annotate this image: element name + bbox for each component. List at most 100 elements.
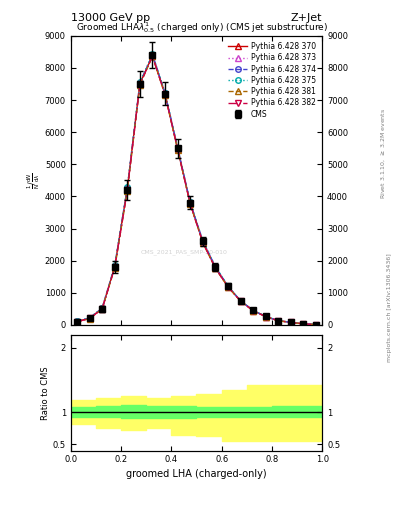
Pythia 6.428 373 — [87, 315, 92, 322]
Pythia 6.428 381 — [188, 201, 193, 207]
Pythia 6.428 374 — [112, 263, 117, 269]
Pythia 6.428 382 — [138, 81, 142, 88]
Pythia 6.428 381 — [213, 265, 218, 271]
Pythia 6.428 373 — [276, 317, 281, 324]
Pythia 6.428 382 — [150, 53, 155, 59]
Line: Pythia 6.428 373: Pythia 6.428 373 — [74, 53, 319, 327]
Pythia 6.428 370 — [200, 239, 205, 245]
Pythia 6.428 370 — [314, 322, 318, 328]
Pythia 6.428 381 — [112, 265, 117, 271]
Pythia 6.428 382 — [301, 321, 306, 327]
Pythia 6.428 382 — [314, 322, 318, 328]
Pythia 6.428 381 — [200, 240, 205, 246]
Pythia 6.428 373 — [301, 321, 306, 327]
Pythia 6.428 382 — [238, 298, 243, 304]
Pythia 6.428 375 — [301, 321, 306, 327]
Pythia 6.428 375 — [150, 51, 155, 57]
Pythia 6.428 375 — [188, 199, 193, 205]
Pythia 6.428 381 — [75, 319, 79, 325]
Text: 13000 GeV pp: 13000 GeV pp — [71, 13, 150, 23]
Pythia 6.428 381 — [163, 92, 167, 98]
Line: Pythia 6.428 375: Pythia 6.428 375 — [74, 51, 319, 327]
Line: Pythia 6.428 374: Pythia 6.428 374 — [74, 52, 319, 327]
Pythia 6.428 382 — [263, 313, 268, 319]
Pythia 6.428 382 — [213, 265, 218, 271]
Pythia 6.428 370 — [138, 80, 142, 87]
Pythia 6.428 375 — [314, 322, 318, 328]
Pythia 6.428 375 — [200, 238, 205, 244]
Pythia 6.428 382 — [87, 315, 92, 322]
Pythia 6.428 375 — [87, 315, 92, 321]
Pythia 6.428 375 — [100, 305, 105, 311]
Pythia 6.428 373 — [138, 80, 142, 87]
Pythia 6.428 370 — [87, 315, 92, 321]
Pythia 6.428 381 — [263, 313, 268, 319]
Pythia 6.428 373 — [314, 322, 318, 328]
Pythia 6.428 373 — [200, 239, 205, 245]
Pythia 6.428 373 — [163, 91, 167, 97]
Pythia 6.428 381 — [87, 315, 92, 322]
Pythia 6.428 381 — [175, 146, 180, 153]
Pythia 6.428 375 — [288, 319, 293, 325]
Pythia 6.428 375 — [276, 317, 281, 324]
Pythia 6.428 382 — [188, 201, 193, 207]
Pythia 6.428 374 — [213, 264, 218, 270]
Pythia 6.428 373 — [100, 306, 105, 312]
Pythia 6.428 374 — [87, 315, 92, 321]
Pythia 6.428 375 — [75, 318, 79, 325]
Text: Z+Jet: Z+Jet — [291, 13, 322, 23]
Pythia 6.428 375 — [238, 297, 243, 304]
Pythia 6.428 382 — [200, 239, 205, 245]
Pythia 6.428 370 — [263, 313, 268, 319]
Pythia 6.428 381 — [150, 53, 155, 59]
Y-axis label: Ratio to CMS: Ratio to CMS — [41, 366, 50, 419]
Pythia 6.428 375 — [163, 90, 167, 96]
Pythia 6.428 381 — [314, 322, 318, 328]
Pythia 6.428 381 — [238, 298, 243, 304]
Pythia 6.428 370 — [276, 317, 281, 324]
Pythia 6.428 374 — [263, 313, 268, 319]
Pythia 6.428 375 — [138, 79, 142, 86]
Pythia 6.428 373 — [288, 319, 293, 326]
Text: Groomed LHA$\lambda^{1}_{0.5}$ (charged only) (CMS jet substructure): Groomed LHA$\lambda^{1}_{0.5}$ (charged … — [76, 20, 328, 35]
Pythia 6.428 381 — [251, 308, 255, 314]
Pythia 6.428 375 — [112, 262, 117, 268]
Pythia 6.428 374 — [138, 80, 142, 86]
Pythia 6.428 381 — [288, 319, 293, 326]
Pythia 6.428 381 — [100, 306, 105, 312]
Pythia 6.428 375 — [175, 144, 180, 151]
Pythia 6.428 373 — [226, 284, 230, 290]
Pythia 6.428 374 — [188, 200, 193, 206]
Pythia 6.428 374 — [125, 185, 130, 191]
Pythia 6.428 373 — [213, 264, 218, 270]
Pythia 6.428 370 — [238, 298, 243, 304]
Pythia 6.428 374 — [314, 322, 318, 328]
Pythia 6.428 375 — [213, 263, 218, 269]
Pythia 6.428 370 — [163, 91, 167, 97]
Pythia 6.428 381 — [138, 81, 142, 88]
Pythia 6.428 370 — [150, 53, 155, 59]
Pythia 6.428 381 — [226, 284, 230, 290]
Pythia 6.428 373 — [175, 145, 180, 152]
Pythia 6.428 374 — [238, 297, 243, 304]
Text: Rivet 3.1.10, $\geq$ 3.2M events: Rivet 3.1.10, $\geq$ 3.2M events — [380, 108, 387, 199]
Pythia 6.428 382 — [251, 308, 255, 314]
Pythia 6.428 373 — [150, 52, 155, 58]
Pythia 6.428 370 — [251, 308, 255, 314]
Pythia 6.428 374 — [288, 319, 293, 325]
Text: CMS_2021_PAS_SMP-20-010: CMS_2021_PAS_SMP-20-010 — [140, 250, 228, 255]
Line: Pythia 6.428 382: Pythia 6.428 382 — [74, 53, 319, 327]
Pythia 6.428 373 — [125, 186, 130, 192]
Pythia 6.428 374 — [150, 52, 155, 58]
Pythia 6.428 374 — [163, 90, 167, 96]
Pythia 6.428 374 — [75, 318, 79, 325]
Pythia 6.428 382 — [175, 146, 180, 152]
Pythia 6.428 382 — [75, 318, 79, 325]
Pythia 6.428 374 — [100, 305, 105, 311]
Pythia 6.428 375 — [251, 307, 255, 313]
Legend: Pythia 6.428 370, Pythia 6.428 373, Pythia 6.428 374, Pythia 6.428 375, Pythia 6: Pythia 6.428 370, Pythia 6.428 373, Pyth… — [226, 39, 318, 121]
Pythia 6.428 375 — [226, 283, 230, 289]
Pythia 6.428 373 — [251, 307, 255, 313]
Pythia 6.428 370 — [125, 185, 130, 191]
Pythia 6.428 374 — [251, 307, 255, 313]
